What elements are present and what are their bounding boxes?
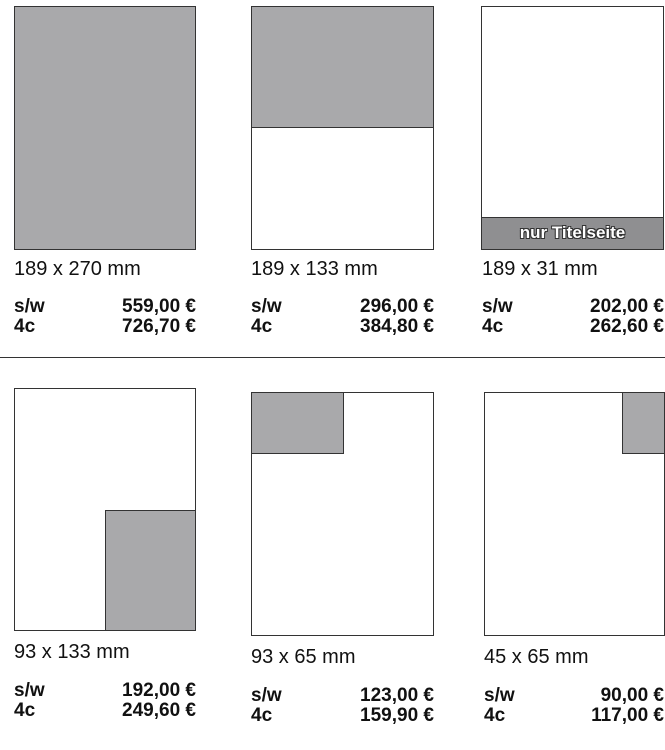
format-4-bw-label: s/w: [14, 680, 45, 701]
format-3-page-thumbnail: nur Titelseite: [481, 6, 664, 250]
format-6-color-label: 4c: [484, 705, 506, 726]
format-3-size: 189 x 31 mm: [482, 258, 598, 280]
format-5-bw-row: s/w 123,00 €: [251, 685, 434, 707]
format-5-bw-price: 123,00 €: [360, 685, 434, 706]
format-4-bw-price: 192,00 €: [122, 680, 196, 701]
format-3-bw-row: s/w 202,00 €: [482, 296, 664, 318]
format-5-ad-area: [252, 393, 344, 454]
format-2-color-price: 384,80 €: [360, 316, 434, 337]
format-4-page-thumbnail: [14, 388, 196, 631]
format-4-color-price: 249,60 €: [122, 700, 196, 721]
format-3-color-price: 262,60 €: [590, 316, 664, 337]
format-2-page-thumbnail: [251, 6, 434, 250]
format-1-color-row: 4c 726,70 €: [14, 316, 196, 338]
format-6-ad-area: [622, 393, 664, 454]
format-5-color-row: 4c 159,90 €: [251, 705, 434, 727]
format-5-size: 93 x 65 mm: [251, 646, 356, 668]
format-4-bw-row: s/w 192,00 €: [14, 680, 196, 702]
format-4-color-row: 4c 249,60 €: [14, 700, 196, 722]
format-5-page-thumbnail: [251, 392, 434, 636]
format-2-color-label: 4c: [251, 316, 273, 337]
format-6-bw-label: s/w: [484, 685, 515, 706]
format-3-bw-label: s/w: [482, 296, 513, 317]
format-2-bw-row: s/w 296,00 €: [251, 296, 434, 318]
row-divider: [0, 357, 665, 358]
format-1-color-price: 726,70 €: [122, 316, 196, 337]
format-6-color-price: 117,00 €: [591, 705, 664, 726]
format-2-bw-price: 296,00 €: [360, 296, 434, 317]
format-6-bw-row: s/w 90,00 €: [484, 685, 664, 707]
format-1-size: 189 x 270 mm: [14, 258, 141, 280]
format-2-color-row: 4c 384,80 €: [251, 316, 434, 338]
format-3-color-label: 4c: [482, 316, 504, 337]
format-2-size: 189 x 133 mm: [251, 258, 378, 280]
format-1-page-thumbnail: [14, 6, 196, 250]
format-4-size: 93 x 133 mm: [14, 641, 130, 663]
format-1-color-label: 4c: [14, 316, 36, 337]
format-6-size: 45 x 65 mm: [484, 646, 589, 668]
format-4-ad-area: [105, 510, 195, 630]
format-1-ad-area: [15, 7, 195, 249]
format-3-color-row: 4c 262,60 €: [482, 316, 664, 338]
format-3-title-page-band: nur Titelseite: [482, 217, 663, 249]
format-5-bw-label: s/w: [251, 685, 282, 706]
format-5-color-price: 159,90 €: [360, 705, 434, 726]
format-6-color-row: 4c 117,00 €: [484, 705, 664, 727]
format-1-bw-row: s/w 559,00 €: [14, 296, 196, 318]
format-1-bw-price: 559,00 €: [122, 296, 196, 317]
format-3-bw-price: 202,00 €: [590, 296, 664, 317]
format-2-bw-label: s/w: [251, 296, 282, 317]
format-4-color-label: 4c: [14, 700, 36, 721]
format-5-color-label: 4c: [251, 705, 273, 726]
format-6-bw-price: 90,00 €: [600, 685, 664, 706]
format-6-page-thumbnail: [484, 392, 665, 636]
format-2-ad-area: [252, 7, 433, 128]
format-1-bw-label: s/w: [14, 296, 45, 317]
